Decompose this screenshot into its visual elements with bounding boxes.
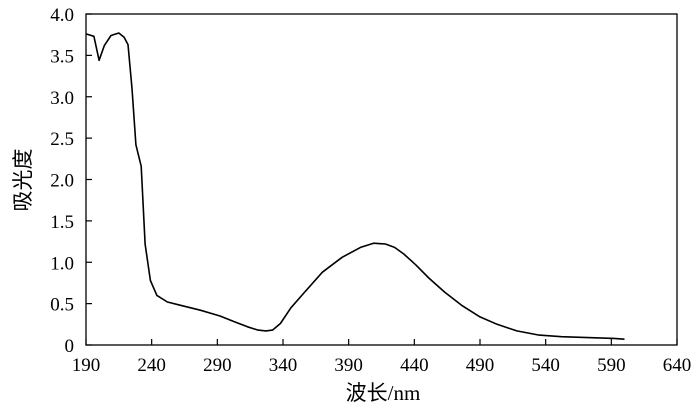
y-axis: 0 0.5 1.0 1.5 2.0 2.5 3.0 3.5 4.0 <box>50 5 92 357</box>
y-tick-label: 2.0 <box>50 171 74 192</box>
y-tick-label: 0.5 <box>50 295 74 316</box>
absorbance-curve <box>85 32 625 340</box>
y-tick-label: 4.0 <box>50 5 74 26</box>
y-tick-label: 3.5 <box>50 46 74 67</box>
x-axis: 190 240 290 340 390 440 490 540 590 640 <box>72 339 692 376</box>
x-tick-label: 190 <box>72 355 101 376</box>
y-tick-label: 1.5 <box>50 212 74 233</box>
plot-frame <box>85 13 678 346</box>
y-axis-title: 吸光度 <box>11 149 35 212</box>
x-axis-title: 波长/nm <box>346 381 421 405</box>
x-tick-label: 340 <box>269 355 298 376</box>
x-tick-label: 540 <box>531 355 560 376</box>
x-tick-label: 290 <box>203 355 232 376</box>
x-tick-label: 490 <box>466 355 495 376</box>
y-tick-label: 3.0 <box>50 88 74 109</box>
x-tick-label: 440 <box>400 355 429 376</box>
y-tick-label: 2.5 <box>50 129 74 150</box>
y-tick-label: 0 <box>65 336 75 357</box>
y-tick-label: 1.0 <box>50 253 74 274</box>
x-tick-label: 390 <box>334 355 363 376</box>
x-tick-label: 590 <box>597 355 626 376</box>
x-tick-label: 240 <box>137 355 166 376</box>
x-tick-label: 640 <box>663 355 692 376</box>
